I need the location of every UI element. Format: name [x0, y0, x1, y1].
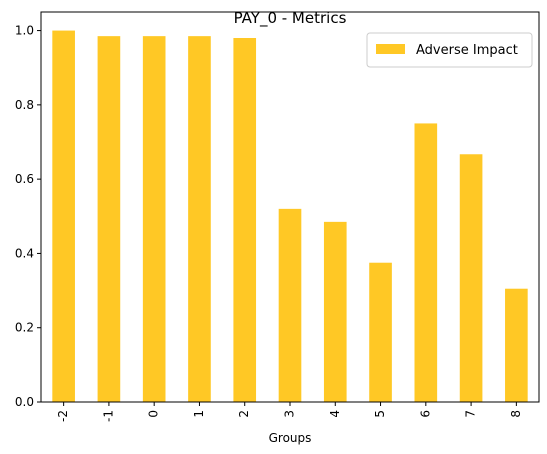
x-tick-label: 0	[147, 410, 161, 418]
x-axis-label: Groups	[269, 431, 312, 445]
y-axis: 0.0 0.2 0.4 0.6 0.8 1.0	[15, 24, 41, 409]
y-tick-label: 0.0	[15, 395, 34, 409]
bars-group	[52, 30, 528, 403]
bar-5	[369, 262, 392, 402]
chart-title: PAY_0 - Metrics	[234, 9, 347, 28]
x-tick-label: 4	[328, 410, 342, 418]
bar-4	[323, 221, 347, 402]
legend-swatch	[376, 44, 405, 54]
bar-3	[278, 208, 302, 402]
x-tick-label: 5	[373, 410, 387, 418]
bar-7	[459, 154, 483, 402]
bar--1	[97, 36, 121, 403]
bar--2	[52, 30, 75, 402]
y-tick-label: 0.8	[15, 98, 34, 112]
x-axis: -2 -1 0 1 2 3 4 5 6 7 8	[56, 402, 523, 422]
x-tick-label: 8	[509, 410, 523, 418]
y-tick-label: 0.4	[15, 246, 34, 260]
bar-6	[414, 123, 438, 402]
x-tick-label: 2	[237, 410, 251, 418]
bar-2	[233, 38, 257, 402]
y-tick-label: 0.6	[15, 172, 34, 186]
bar-8	[505, 288, 528, 402]
x-tick-label: 1	[192, 410, 206, 418]
bar-0	[142, 36, 166, 403]
x-tick-label: 7	[464, 410, 478, 418]
y-tick-label: 1.0	[15, 24, 34, 38]
legend-box	[366, 32, 533, 68]
legend-label: Adverse Impact	[416, 43, 518, 58]
y-tick-label: 0.2	[15, 321, 34, 335]
x-tick-label: 6	[418, 410, 432, 418]
x-tick-label: -1	[101, 410, 115, 422]
x-tick-label: 3	[283, 410, 297, 418]
legend: Adverse Impact	[366, 32, 533, 68]
bar-1	[188, 36, 211, 403]
x-tick-label: -2	[56, 410, 70, 422]
